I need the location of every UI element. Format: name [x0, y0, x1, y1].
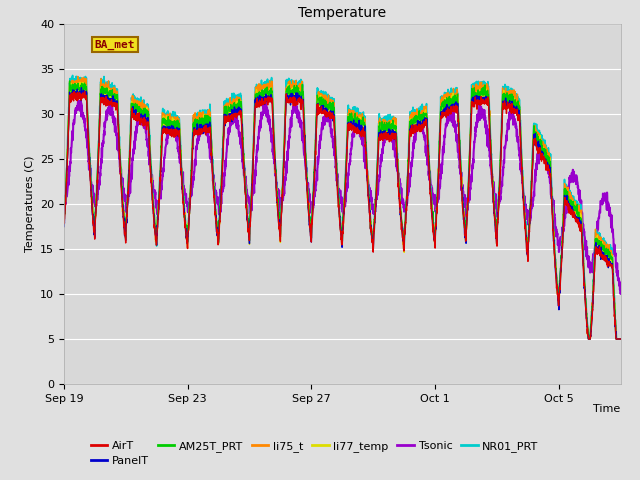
- Tsonic: [360, 152, 368, 158]
- AM25T_PRT: [115, 118, 122, 124]
- AM25T_PRT: [184, 239, 191, 245]
- li75_t: [360, 118, 368, 123]
- li77_temp: [545, 157, 553, 163]
- Tsonic: [545, 168, 553, 174]
- li77_temp: [148, 180, 156, 186]
- li77_temp: [76, 80, 84, 85]
- li75_t: [262, 87, 270, 93]
- X-axis label: Time: Time: [593, 404, 621, 414]
- li77_temp: [60, 214, 68, 219]
- li77_temp: [360, 123, 368, 129]
- AM25T_PRT: [545, 154, 553, 160]
- AirT: [184, 245, 191, 251]
- NR01_PRT: [115, 108, 122, 113]
- Line: PanelT: PanelT: [64, 88, 621, 339]
- li75_t: [545, 150, 553, 156]
- AirT: [262, 96, 270, 102]
- li75_t: [584, 336, 592, 342]
- PanelT: [60, 224, 68, 229]
- AM25T_PRT: [262, 87, 270, 93]
- Legend: AirT, PanelT, AM25T_PRT, li75_t, li77_temp, Tsonic, NR01_PRT: AirT, PanelT, AM25T_PRT, li75_t, li77_te…: [86, 436, 543, 471]
- li77_temp: [262, 90, 270, 96]
- NR01_PRT: [360, 113, 368, 119]
- Tsonic: [617, 291, 625, 297]
- Line: li77_temp: li77_temp: [64, 83, 621, 339]
- Line: AM25T_PRT: AM25T_PRT: [64, 81, 621, 339]
- AirT: [115, 122, 122, 128]
- PanelT: [262, 94, 270, 99]
- AM25T_PRT: [60, 215, 68, 221]
- AirT: [81, 88, 88, 94]
- Line: li75_t: li75_t: [64, 76, 621, 339]
- Tsonic: [60, 204, 68, 210]
- AirT: [360, 133, 368, 139]
- li75_t: [74, 73, 81, 79]
- NR01_PRT: [148, 179, 156, 185]
- AirT: [585, 336, 593, 342]
- AM25T_PRT: [66, 78, 74, 84]
- AirT: [148, 184, 156, 190]
- Tsonic: [148, 180, 156, 186]
- li75_t: [60, 215, 68, 221]
- PanelT: [77, 85, 85, 91]
- AirT: [617, 336, 625, 342]
- Title: Temperature: Temperature: [298, 6, 387, 20]
- NR01_PRT: [262, 83, 270, 88]
- Text: BA_met: BA_met: [95, 39, 135, 49]
- li75_t: [184, 246, 191, 252]
- li77_temp: [184, 240, 191, 246]
- Y-axis label: Temperatures (C): Temperatures (C): [24, 156, 35, 252]
- Tsonic: [260, 97, 268, 103]
- PanelT: [360, 128, 368, 134]
- AM25T_PRT: [617, 336, 625, 342]
- Tsonic: [617, 288, 625, 293]
- PanelT: [115, 122, 122, 128]
- NR01_PRT: [184, 238, 191, 243]
- Line: AirT: AirT: [64, 91, 621, 339]
- li75_t: [115, 111, 122, 117]
- Line: NR01_PRT: NR01_PRT: [64, 75, 621, 339]
- AirT: [60, 218, 68, 224]
- NR01_PRT: [545, 153, 553, 159]
- PanelT: [584, 336, 592, 342]
- Tsonic: [262, 109, 270, 115]
- li75_t: [617, 336, 625, 342]
- NR01_PRT: [60, 218, 68, 224]
- Line: Tsonic: Tsonic: [64, 100, 621, 294]
- PanelT: [545, 162, 553, 168]
- PanelT: [184, 240, 191, 245]
- PanelT: [617, 336, 625, 342]
- NR01_PRT: [68, 72, 76, 78]
- NR01_PRT: [617, 336, 625, 342]
- li77_temp: [115, 115, 122, 120]
- AirT: [545, 168, 553, 173]
- Tsonic: [184, 204, 191, 209]
- PanelT: [148, 180, 156, 186]
- li75_t: [148, 175, 156, 180]
- AM25T_PRT: [360, 122, 368, 128]
- AM25T_PRT: [148, 180, 156, 186]
- AM25T_PRT: [585, 336, 593, 342]
- NR01_PRT: [585, 336, 593, 342]
- li77_temp: [585, 336, 593, 342]
- Tsonic: [114, 147, 122, 153]
- li77_temp: [617, 336, 625, 342]
